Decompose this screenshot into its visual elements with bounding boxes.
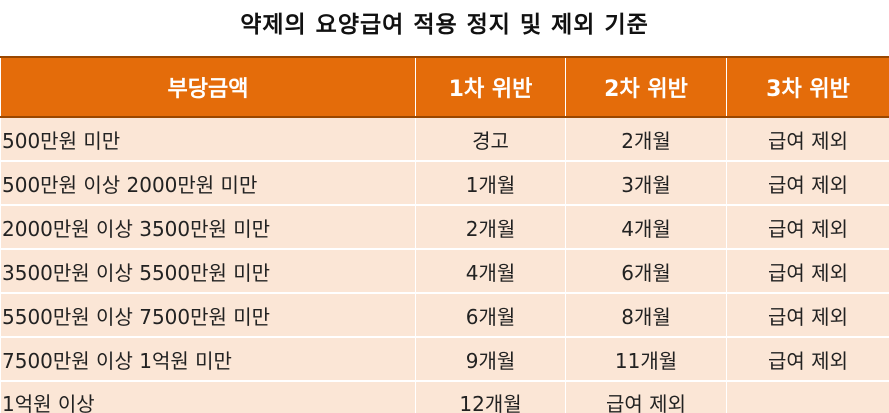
cell-second-violation: 11개월 <box>565 336 727 382</box>
cell-amount: 7500만원 이상 1억원 미만 <box>0 336 416 382</box>
cell-amount: 500만원 이상 2000만원 미만 <box>0 160 416 206</box>
cell-third-violation: 급여 제외 <box>726 248 889 294</box>
cell-third-violation <box>726 380 889 413</box>
cell-amount: 5500만원 이상 7500만원 미만 <box>0 292 416 338</box>
header-first-violation: 1차 위반 <box>415 56 566 118</box>
header-amount: 부당금액 <box>0 56 416 118</box>
cell-first-violation: 12개월 <box>415 380 566 413</box>
cell-third-violation: 급여 제외 <box>726 204 889 250</box>
cell-second-violation: 3개월 <box>565 160 727 206</box>
header-second-violation: 2차 위반 <box>565 56 727 118</box>
cell-amount: 2000만원 이상 3500만원 미만 <box>0 204 416 250</box>
table-row: 3500만원 이상 5500만원 미만 4개월 6개월 급여 제외 <box>0 248 889 294</box>
table-row: 5500만원 이상 7500만원 미만 6개월 8개월 급여 제외 <box>0 292 889 338</box>
table-row: 500만원 미만 경고 2개월 급여 제외 <box>0 116 889 162</box>
sanction-criteria-table: 부당금액 1차 위반 2차 위반 3차 위반 500만원 미만 경고 2개월 급… <box>0 56 889 413</box>
cell-second-violation: 급여 제외 <box>565 380 727 413</box>
cell-first-violation: 4개월 <box>415 248 566 294</box>
cell-first-violation: 9개월 <box>415 336 566 382</box>
table-row: 2000만원 이상 3500만원 미만 2개월 4개월 급여 제외 <box>0 204 889 250</box>
cell-third-violation: 급여 제외 <box>726 116 889 162</box>
cell-amount: 3500만원 이상 5500만원 미만 <box>0 248 416 294</box>
cell-amount: 1억원 이상 <box>0 380 416 413</box>
cell-third-violation: 급여 제외 <box>726 336 889 382</box>
cell-second-violation: 2개월 <box>565 116 727 162</box>
cell-third-violation: 급여 제외 <box>726 160 889 206</box>
cell-second-violation: 6개월 <box>565 248 727 294</box>
cell-first-violation: 2개월 <box>415 204 566 250</box>
table-title: 약제의 요양급여 적용 정지 및 제외 기준 <box>240 12 649 38</box>
table-row: 7500만원 이상 1억원 미만 9개월 11개월 급여 제외 <box>0 336 889 382</box>
header-row: 부당금액 1차 위반 2차 위반 3차 위반 <box>0 56 889 118</box>
cell-second-violation: 4개월 <box>565 204 727 250</box>
cell-second-violation: 8개월 <box>565 292 727 338</box>
table-row: 1억원 이상 12개월 급여 제외 <box>0 380 889 413</box>
cell-first-violation: 1개월 <box>415 160 566 206</box>
table-row: 500만원 이상 2000만원 미만 1개월 3개월 급여 제외 <box>0 160 889 206</box>
cell-first-violation: 6개월 <box>415 292 566 338</box>
cell-first-violation: 경고 <box>415 116 566 162</box>
header-third-violation: 3차 위반 <box>726 56 889 118</box>
cell-amount: 500만원 미만 <box>0 116 416 162</box>
cell-third-violation: 급여 제외 <box>726 292 889 338</box>
